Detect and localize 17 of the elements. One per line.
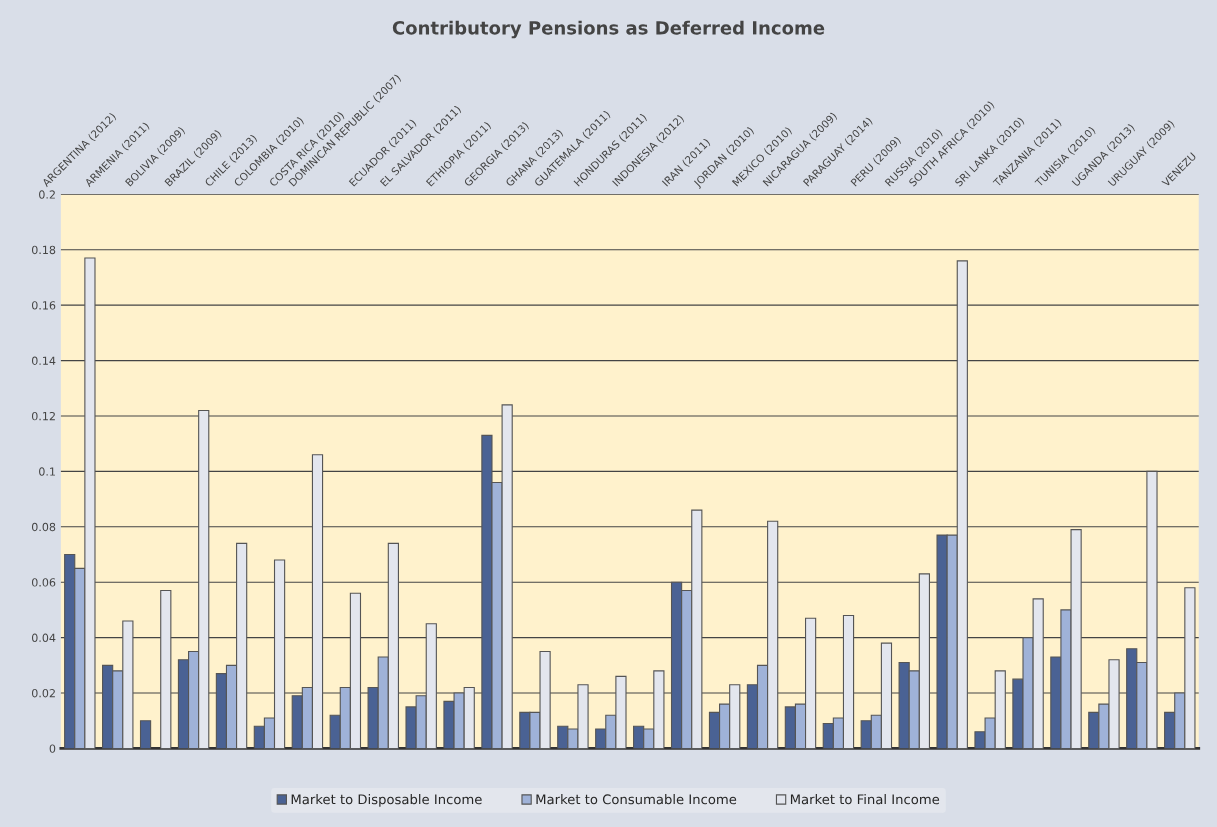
y-tick-label: 0.2 bbox=[39, 190, 55, 199]
y-tick-label: 0.02 bbox=[31, 689, 55, 698]
legend-label: Market to Disposable Income bbox=[291, 794, 482, 807]
y-tick-label: 0.12 bbox=[31, 411, 55, 421]
y-tick-label: 0.04 bbox=[31, 633, 56, 642]
y-tick-label: 0.1 bbox=[39, 467, 55, 476]
chart-title: Contributory Pensions as Deferred Income bbox=[392, 20, 825, 39]
y-tick-label: 0.18 bbox=[31, 245, 56, 255]
y-tick-label: 0.16 bbox=[31, 301, 56, 310]
y-tick-label: 0.14 bbox=[31, 356, 56, 365]
y-tick-label: 0 bbox=[49, 744, 56, 753]
bar bbox=[139, 720, 152, 749]
y-tick-label: 0.08 bbox=[31, 522, 56, 532]
y-tick-label: 0.06 bbox=[31, 578, 56, 587]
bar bbox=[160, 589, 172, 749]
legend-label: Market to Final Income bbox=[790, 794, 940, 805]
legend-label: Market to Consumable Income bbox=[536, 794, 737, 805]
